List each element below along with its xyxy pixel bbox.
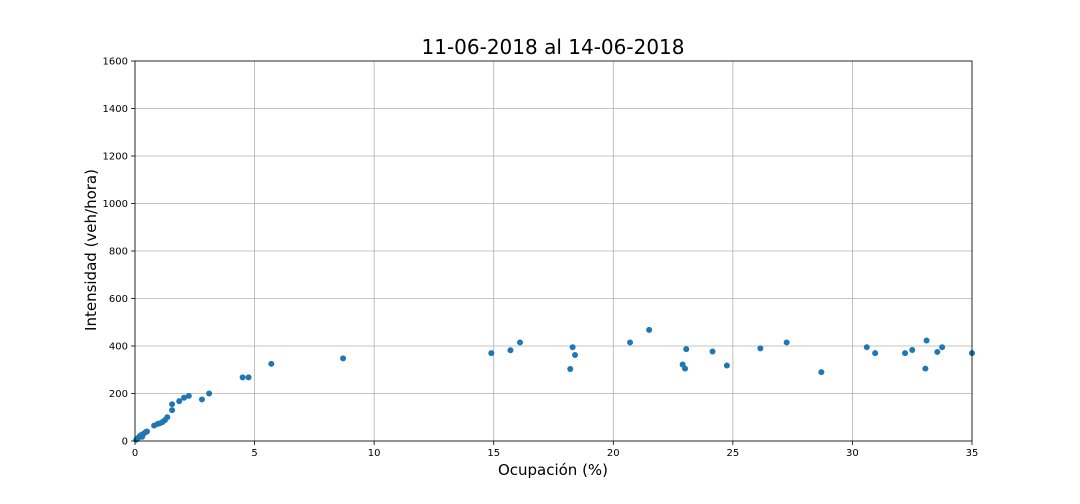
data-point [939, 344, 946, 351]
data-point [239, 374, 246, 381]
data-point [169, 401, 176, 408]
x-tick-label: 0 [132, 448, 138, 459]
data-point [682, 365, 689, 372]
chart-title: 11-06-2018 al 14-06-2018 [422, 35, 685, 59]
data-point [517, 339, 524, 346]
data-point [683, 346, 690, 353]
data-point [340, 355, 347, 362]
y-tick-label: 200 [109, 389, 128, 400]
data-point [627, 339, 634, 346]
data-point [818, 369, 825, 376]
y-axis: 0 200 400 600 800 1000 1200 1400 1600 [103, 57, 135, 448]
data-point [902, 350, 909, 357]
x-tick-label: 5 [251, 448, 257, 459]
data-point [176, 398, 183, 405]
x-tick-label: 30 [846, 448, 859, 459]
data-point [185, 392, 192, 399]
y-tick-label: 1400 [103, 104, 128, 115]
x-tick-label: 15 [487, 448, 500, 459]
data-point [709, 348, 716, 355]
x-tick-label: 20 [607, 448, 620, 459]
data-point [198, 396, 205, 403]
y-tick-label: 1600 [103, 57, 128, 68]
y-tick-label: 600 [109, 294, 128, 305]
y-tick-label: 1200 [103, 152, 128, 163]
data-point [245, 374, 252, 381]
data-point [863, 344, 870, 351]
data-point [569, 344, 576, 351]
data-point [567, 366, 574, 373]
data-point [783, 339, 790, 346]
y-tick-label: 400 [109, 342, 128, 353]
data-point [934, 348, 941, 355]
data-point [143, 428, 150, 435]
data-point [169, 407, 176, 414]
y-axis-title: Intensidad (veh/hora) [82, 169, 100, 331]
data-point [268, 360, 275, 367]
y-tick-label: 0 [122, 437, 128, 448]
data-point [164, 414, 171, 421]
data-point [572, 352, 579, 359]
data-point [923, 337, 930, 344]
data-point [507, 347, 514, 354]
x-tick-label: 35 [966, 448, 979, 459]
y-tick-label: 1000 [103, 199, 128, 210]
data-point [909, 347, 916, 354]
data-point [181, 394, 188, 401]
x-tick-label: 25 [726, 448, 739, 459]
data-point [922, 365, 929, 372]
data-point [488, 350, 495, 357]
data-point [206, 390, 213, 397]
data-point [872, 350, 879, 357]
data-point [757, 345, 764, 352]
x-axis-title: Ocupación (%) [498, 461, 608, 479]
data-point [646, 326, 653, 333]
y-tick-label: 800 [109, 247, 128, 258]
data-point [723, 362, 730, 369]
x-axis: 0 5 10 15 20 25 30 35 [132, 441, 979, 459]
x-tick-label: 10 [368, 448, 381, 459]
data-points [133, 326, 975, 443]
